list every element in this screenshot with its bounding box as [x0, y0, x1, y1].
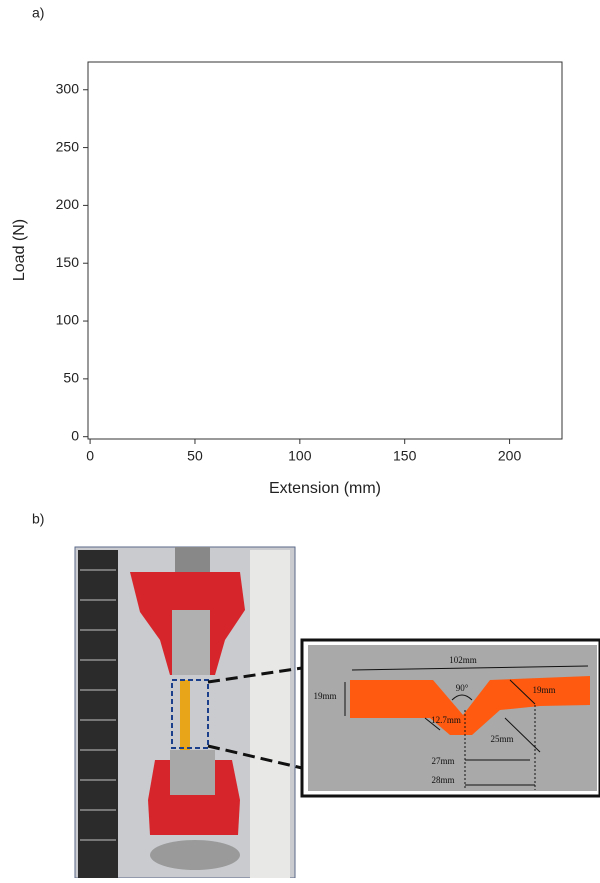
- dimension-label: 28mm: [431, 775, 454, 785]
- x-tick-label: 0: [86, 448, 94, 464]
- y-tick-label: 0: [71, 427, 79, 443]
- x-tick-label: 150: [393, 448, 417, 464]
- y-tick-label: 300: [56, 80, 80, 96]
- panel-label: b): [32, 511, 44, 527]
- x-tick-label: 100: [288, 448, 312, 464]
- x-tick-label: 200: [498, 448, 522, 464]
- y-axis-label: Load (N): [11, 219, 28, 281]
- dimension-label: 19mm: [313, 691, 336, 701]
- dimension-label: 19mm: [532, 685, 555, 695]
- connector: [207, 666, 303, 770]
- y-tick-label: 50: [63, 370, 79, 386]
- dimension-label: 27mm: [431, 756, 454, 766]
- panel-label: a): [32, 5, 44, 21]
- dimension-label: 90°: [456, 683, 469, 693]
- dimension-label: 102mm: [449, 655, 477, 665]
- dimension-label: 12.7mm: [431, 715, 461, 725]
- plot-frame: [87, 61, 563, 440]
- y-tick-label: 150: [56, 254, 80, 270]
- y-tick-label: 200: [56, 196, 80, 212]
- y-tick-label: 100: [56, 312, 80, 328]
- y-tick-label: 250: [56, 138, 80, 154]
- specimen-inset: [300, 638, 600, 798]
- x-axis-label: Extension (mm): [269, 480, 381, 497]
- photo: [74, 546, 296, 879]
- x-tick-label: 50: [187, 448, 203, 464]
- dimension-label: 25mm: [490, 734, 513, 744]
